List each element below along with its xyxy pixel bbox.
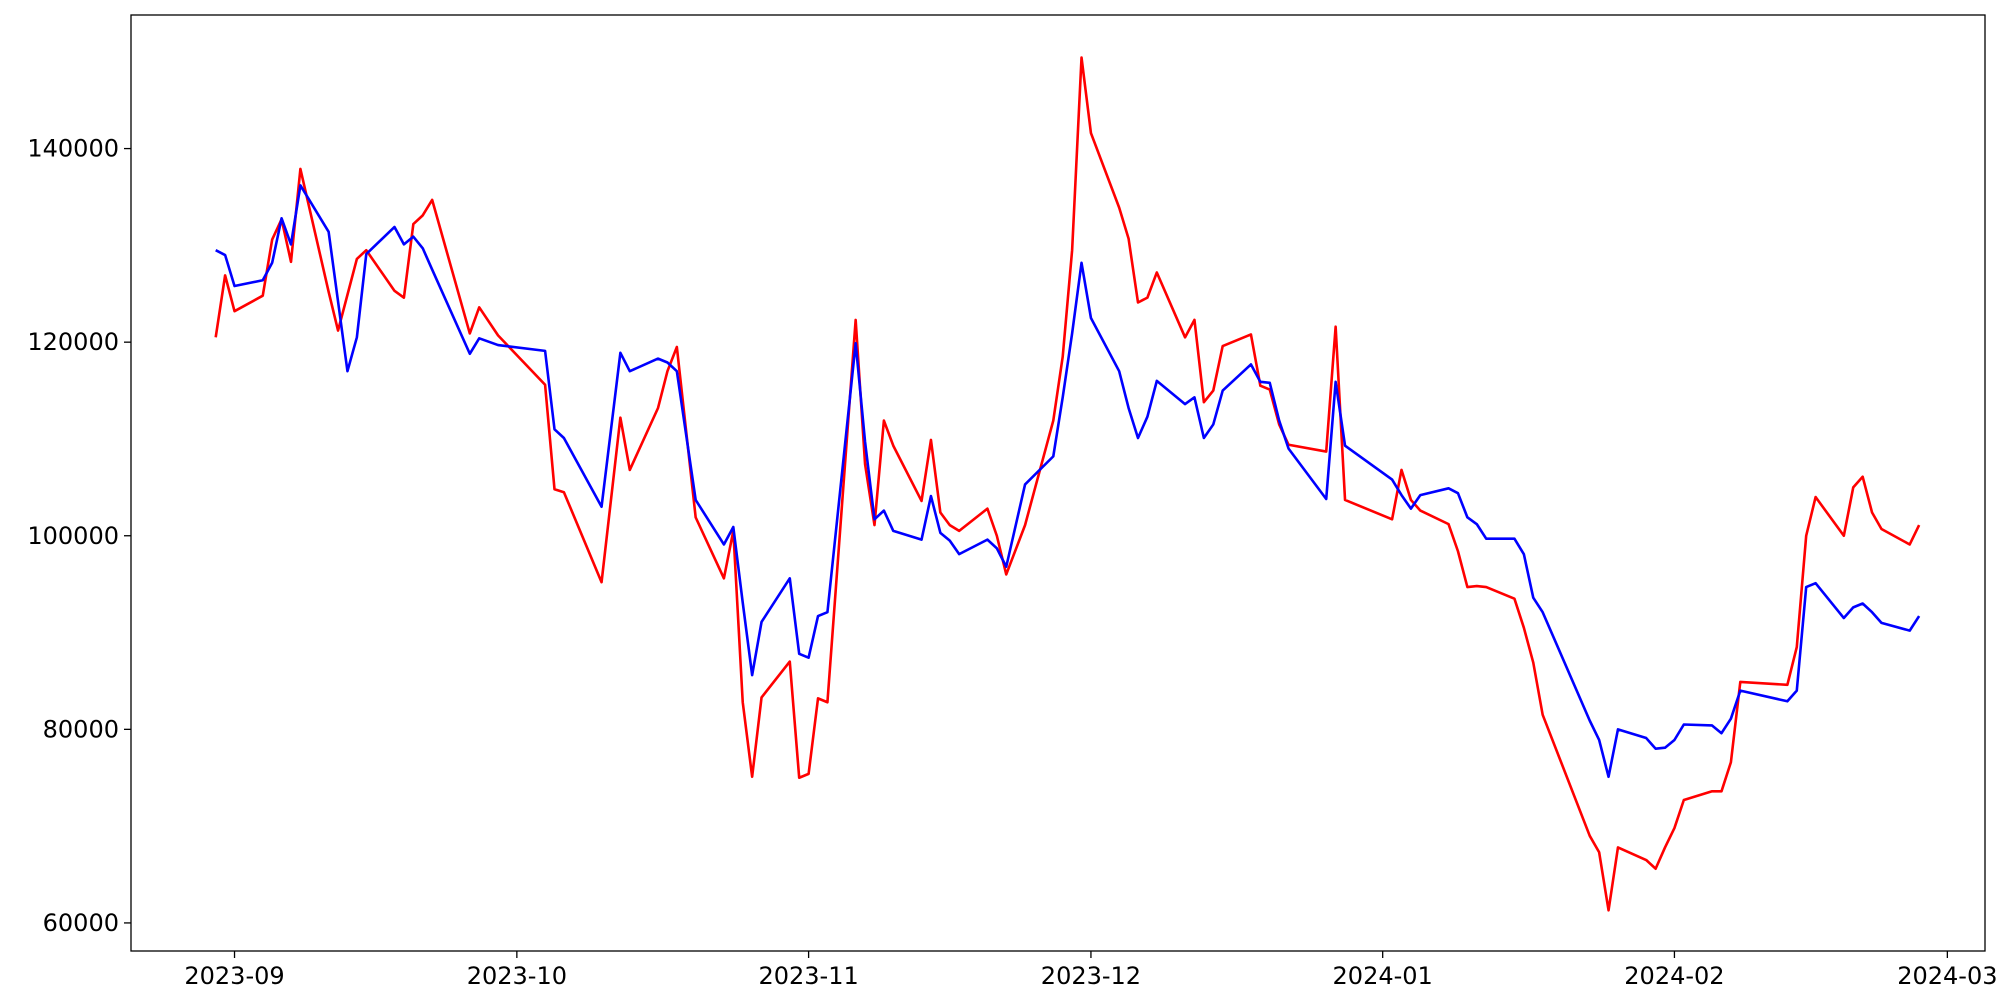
x-tick-label: 2024-02 (1624, 962, 1724, 990)
y-tick-label: 60000 (43, 909, 119, 937)
x-tick-label: 2023-12 (1041, 962, 1141, 990)
y-tick-label: 120000 (27, 328, 119, 356)
series-line (215, 184, 1921, 779)
x-tick-label: 2024-03 (1897, 962, 1997, 990)
y-tick-label: 100000 (27, 522, 119, 550)
x-tick-label: 2023-09 (184, 962, 284, 990)
plot-frame (130, 14, 1986, 952)
x-tick-label: 2023-11 (758, 962, 858, 990)
x-tick-label: 2024-01 (1333, 962, 1433, 990)
series-line (214, 56, 1921, 912)
y-tick-label: 140000 (27, 135, 119, 163)
y-tick-label: 80000 (43, 715, 119, 743)
x-tick-label: 2023-10 (467, 962, 567, 990)
